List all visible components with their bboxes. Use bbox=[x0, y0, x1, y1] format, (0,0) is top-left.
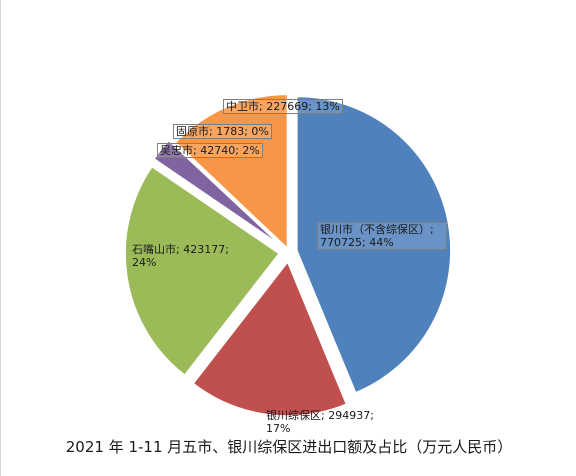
slice-label-wuzhong: 吴忠市; 42740; 2% bbox=[157, 143, 263, 158]
slice-label-guyuan: 固原市; 1783; 0% bbox=[173, 124, 272, 139]
slice-wuzhong bbox=[153, 139, 282, 247]
slice-label-shizuishan: 石嘴山市; 423177; 24% bbox=[132, 243, 229, 269]
slice-guyuan bbox=[168, 138, 283, 246]
slice-zhongwei bbox=[174, 93, 289, 251]
slice-label-yinchuan: 银川市（不含综保区）; 770725; 44% bbox=[317, 222, 447, 250]
slice-label-zhongwei: 中卫市; 227669; 13% bbox=[223, 99, 343, 114]
chart-title: 2021 年 1-11 月五市、银川综保区进出口额及占比（万元人民币） bbox=[65, 438, 513, 456]
slice-yinchuan bbox=[296, 95, 452, 394]
slice-label-zongbaoqu: 银川综保区; 294937; 17% bbox=[266, 409, 374, 435]
slice-shizuishan bbox=[124, 165, 281, 377]
slice-zongbaoqu bbox=[192, 260, 348, 417]
